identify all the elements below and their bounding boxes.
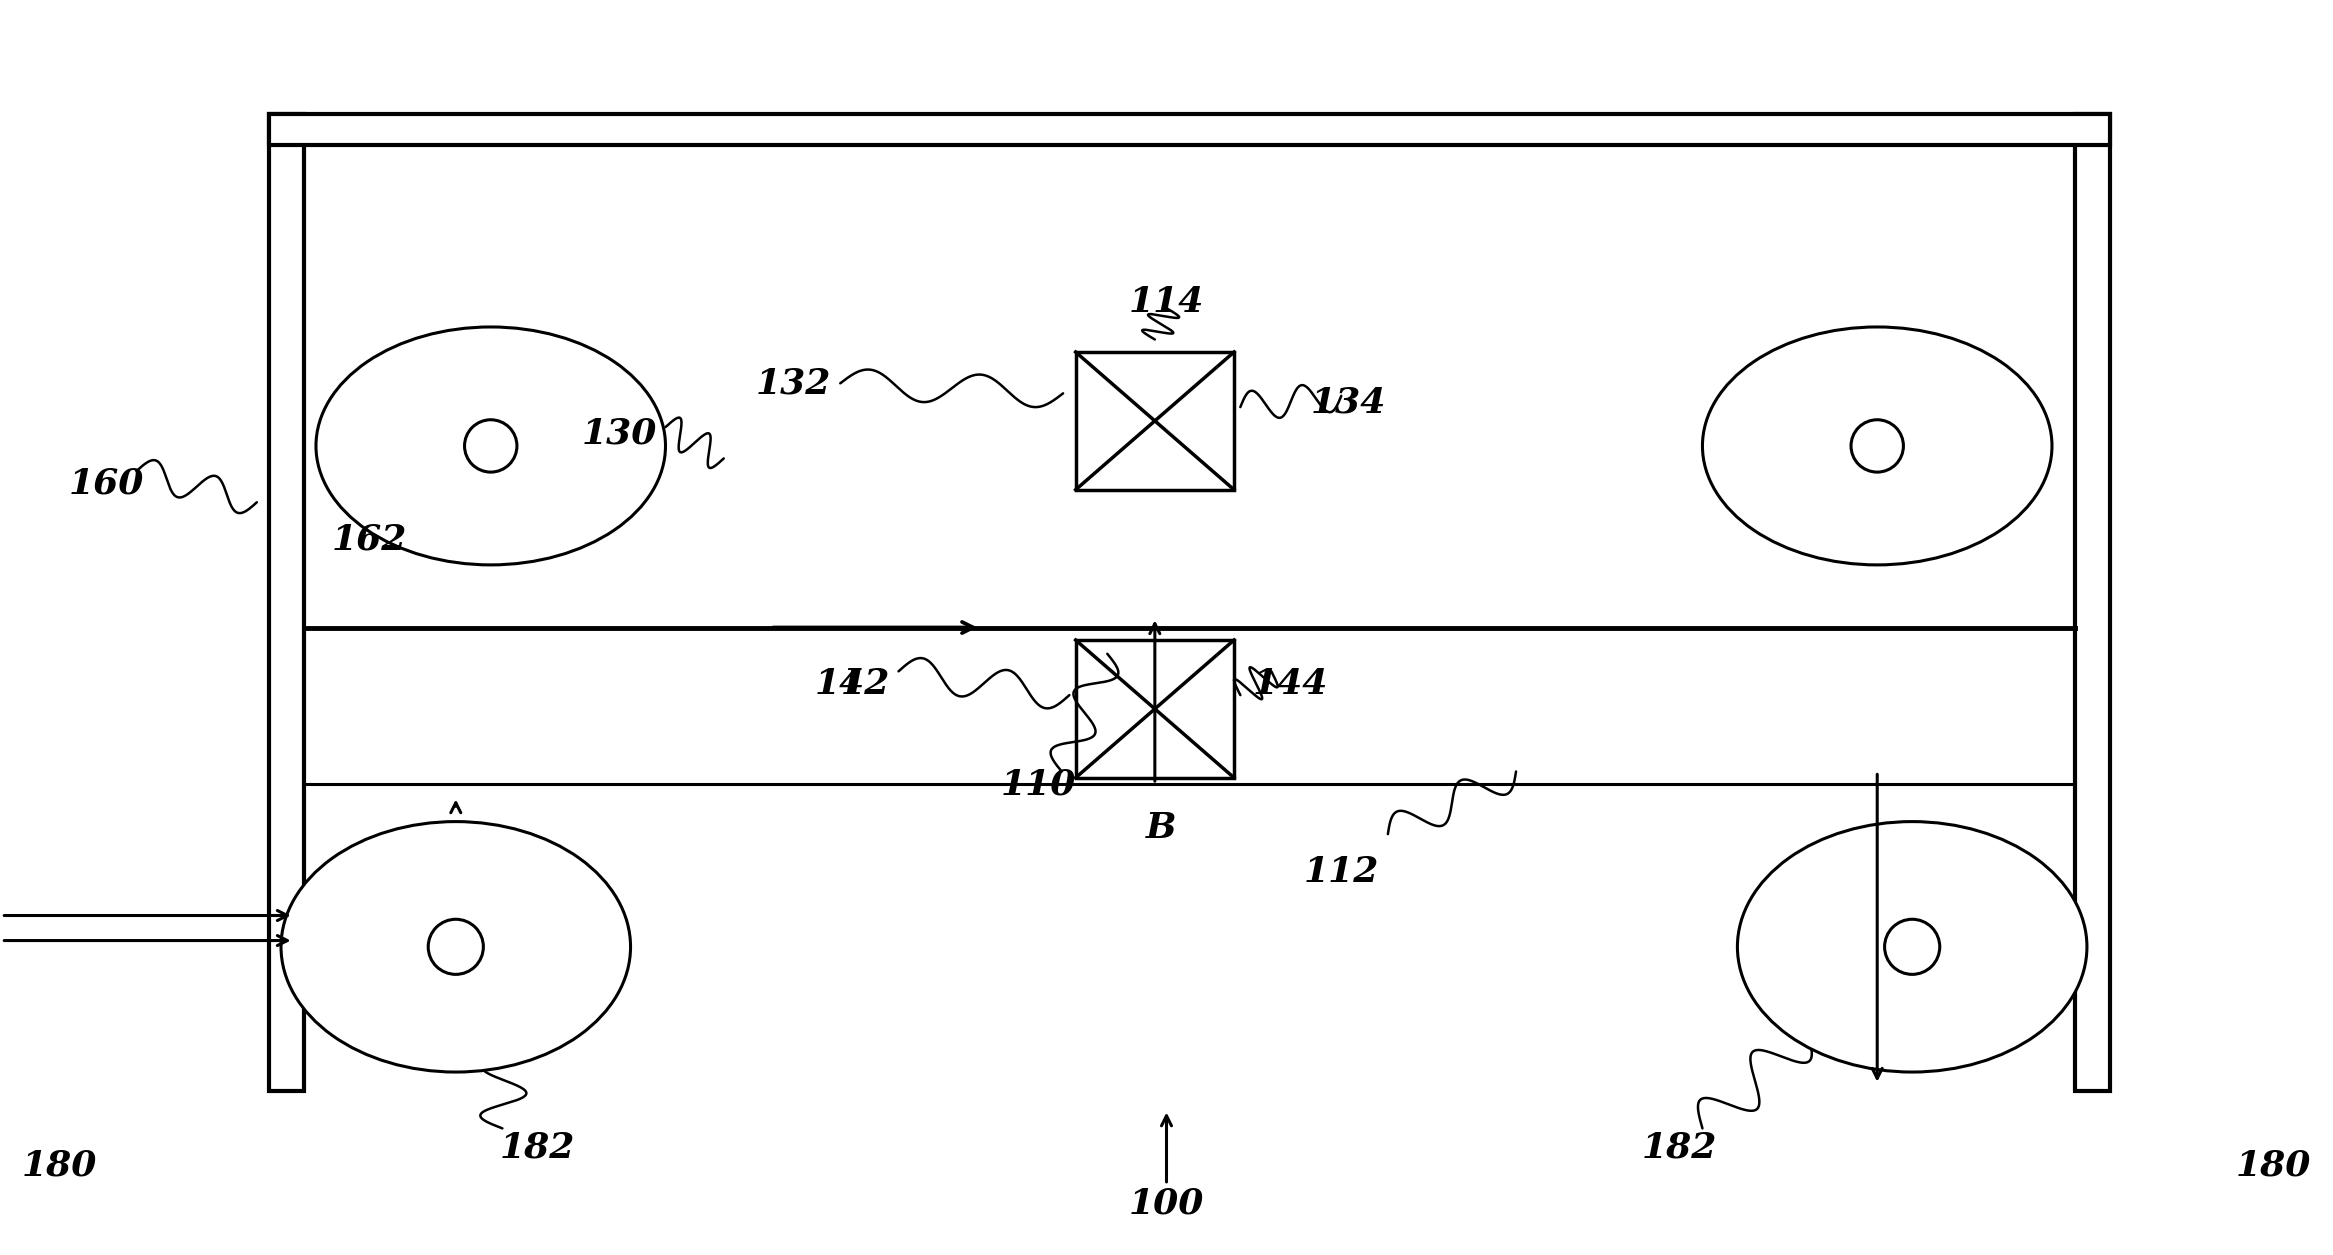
- Text: 182: 182: [499, 1131, 574, 1165]
- Ellipse shape: [315, 328, 665, 565]
- Text: I: I: [845, 666, 861, 700]
- Text: 100: 100: [1129, 1186, 1204, 1221]
- Text: 144: 144: [1253, 666, 1327, 700]
- Text: 112: 112: [1304, 855, 1379, 889]
- Text: 182: 182: [1642, 1131, 1717, 1165]
- Text: 160: 160: [68, 467, 145, 501]
- Text: 110: 110: [1001, 767, 1076, 801]
- Ellipse shape: [1703, 328, 2053, 565]
- Polygon shape: [268, 114, 303, 1091]
- Text: 180: 180: [21, 1150, 98, 1183]
- Ellipse shape: [280, 822, 630, 1072]
- Polygon shape: [2076, 114, 2111, 1091]
- Polygon shape: [268, 114, 2111, 146]
- Text: 130: 130: [581, 417, 656, 451]
- Text: 142: 142: [814, 666, 889, 700]
- Text: 132: 132: [756, 366, 831, 400]
- Ellipse shape: [1738, 822, 2088, 1072]
- Text: 134: 134: [1311, 385, 1386, 419]
- Text: 162: 162: [331, 523, 408, 557]
- Text: 114: 114: [1129, 285, 1204, 319]
- Text: B: B: [1146, 811, 1176, 845]
- Text: 180: 180: [2235, 1150, 2312, 1183]
